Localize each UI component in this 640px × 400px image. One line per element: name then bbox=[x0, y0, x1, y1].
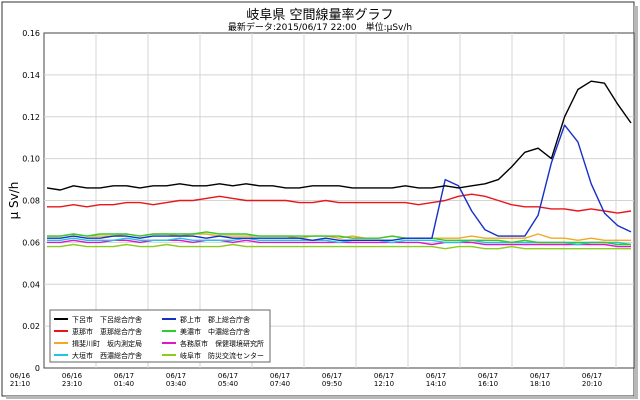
y-tick-label: 0.14 bbox=[22, 71, 40, 80]
y-tick-label: 0.06 bbox=[22, 238, 40, 247]
x-tick-date: 06/17 bbox=[218, 372, 238, 380]
y-tick-label: 0.16 bbox=[22, 29, 40, 38]
x-tick-date: 06/17 bbox=[114, 372, 134, 380]
x-tick-time: 03:40 bbox=[166, 380, 186, 388]
legend-entry: 揖斐川町 坂内測定局 bbox=[72, 339, 142, 348]
legend-box bbox=[49, 309, 271, 363]
y-tick-label: 0 bbox=[35, 364, 40, 373]
chart-subtitle: 最新データ:2015/06/17 22:00 単位:μSv/h bbox=[227, 23, 413, 33]
x-tick-date: 06/16 bbox=[10, 372, 31, 380]
x-tick-time: 07:40 bbox=[270, 380, 290, 388]
legend-entry: 各務原市 保健環境研究所 bbox=[180, 339, 264, 348]
x-tick-date: 06/17 bbox=[322, 372, 342, 380]
x-tick-time: 01:40 bbox=[114, 380, 134, 388]
legend-entry: 恵那市 恵那総合庁舎 bbox=[72, 327, 142, 336]
legend-entry: 美濃市 中濃総合庁舎 bbox=[180, 327, 250, 336]
y-tick-label: 0.02 bbox=[22, 322, 40, 331]
series-line bbox=[47, 231, 631, 246]
x-tick-time: 23:10 bbox=[62, 380, 82, 388]
chart-title: 岐阜県 空間線量率グラフ bbox=[246, 8, 394, 23]
legend-entry: 郡上市 郡上総合庁舎 bbox=[180, 315, 250, 324]
x-tick-date: 06/17 bbox=[426, 372, 446, 380]
y-tick-label: 0.04 bbox=[22, 280, 40, 289]
x-tick-time: 16:10 bbox=[478, 380, 498, 388]
series-line bbox=[47, 124, 632, 242]
legend-entry: 大垣市 西濃総合庁舎 bbox=[72, 351, 142, 360]
x-tick-date: 06/17 bbox=[166, 372, 186, 380]
x-tick-time: 12:10 bbox=[374, 380, 394, 388]
x-tick-date: 06/17 bbox=[374, 372, 394, 380]
y-tick-label: 0.08 bbox=[22, 197, 40, 206]
series-line bbox=[46, 80, 632, 191]
x-tick-time: 14:10 bbox=[426, 380, 446, 388]
y-axis-label: μ Sv/h bbox=[7, 182, 21, 220]
x-tick-date: 06/17 bbox=[270, 372, 290, 380]
x-tick-time: 18:10 bbox=[530, 380, 550, 388]
x-tick-time: 09:50 bbox=[322, 380, 342, 388]
x-tick-date: 06/17 bbox=[582, 372, 602, 380]
x-tick-time: 21:10 bbox=[10, 380, 30, 388]
series-line bbox=[47, 193, 632, 214]
x-tick-time: 20:10 bbox=[582, 380, 602, 388]
legend-entry: 岐阜市 防災交流センター bbox=[180, 351, 264, 360]
x-tick-date: 06/16 bbox=[62, 372, 83, 380]
x-tick-time: 05:40 bbox=[218, 380, 238, 388]
legend-entry: 下呂市 下呂総合庁舎 bbox=[72, 315, 142, 324]
x-tick-date: 06/17 bbox=[530, 372, 550, 380]
x-tick-date: 06/17 bbox=[478, 372, 498, 380]
y-tick-label: 0.12 bbox=[22, 113, 40, 122]
y-tick-label: 0.10 bbox=[22, 155, 40, 164]
series-line bbox=[47, 243, 631, 250]
